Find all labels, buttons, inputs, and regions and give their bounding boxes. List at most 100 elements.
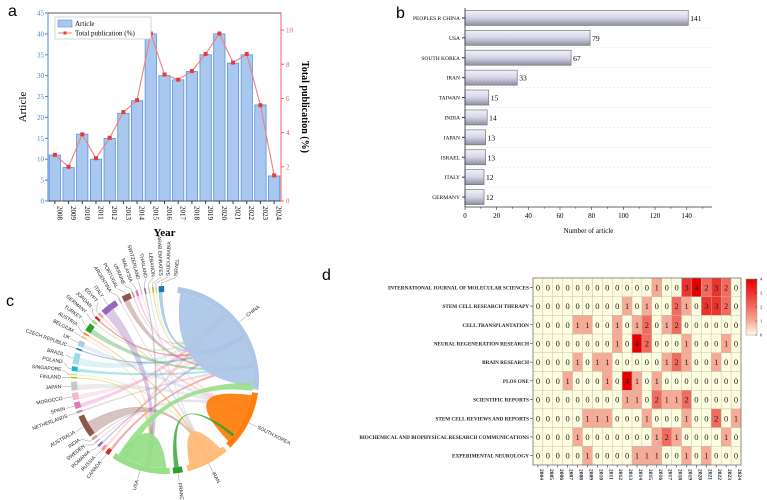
heatmap-cell-value: 1 [655,451,659,461]
chord-arc [139,288,143,296]
heatmap-cell-value: 0 [536,338,540,348]
country-node-label: LEBANON [147,253,156,278]
heatmap-cell-value: 2 [645,320,649,330]
chord-arc [71,381,78,391]
heatmap-cell-value: 0 [724,320,728,330]
country-bar [464,129,486,146]
country-node-label: SPAIN [50,406,66,416]
heatmap-cell-value: 0 [704,395,708,405]
x-tick-label: 2024 [275,206,283,221]
chord-arc [101,300,119,316]
heatmap-cell-value: 0 [605,320,609,330]
heatmap-cell-value: 2 [724,282,728,292]
heatmap-cell-value: 0 [585,432,589,442]
heatmap-cell-value: 1 [615,320,619,330]
legend-marker-swatch [63,31,67,35]
heatmap-cell-value: 0 [694,376,698,386]
chord-arc [105,447,113,456]
heatmap-cell-value: 0 [655,413,659,423]
chord-label-leader [62,369,72,375]
chord-ribbon-iran [187,431,221,465]
article-bar [158,75,171,202]
heatmap-cell-value: 0 [575,338,579,348]
heatmap-cell-value: 1 [665,357,669,367]
x-tick-label: 80 [588,212,596,220]
heatmap-cell-value: 0 [566,432,570,442]
heatmap-cell-value: 2 [655,395,659,405]
heatmap-cell-value: 0 [734,451,738,461]
heatmap-cell-value: 1 [724,338,728,348]
chord-arc [172,466,183,474]
bar-value-label: 15 [491,94,499,103]
heatmap-cell-value: 0 [734,357,738,367]
chord-arc [186,446,227,472]
heatmap-cell-value: 0 [585,376,589,386]
journal-label: CELL TRANSPLANTATION [463,323,530,329]
year-label: 2017 [667,469,673,480]
chord-arc [155,286,158,293]
heatmap-cell-value: 0 [625,282,629,292]
colorbar-tick-label: 4 [760,277,763,282]
heatmap-cell-value: 0 [625,451,629,461]
total-publication-marker [162,72,167,77]
total-publication-marker [80,132,85,137]
year-label: 2008 [578,469,584,480]
heatmap-cell-value: 1 [674,432,678,442]
heatmap-cell-value: 0 [665,376,669,386]
country-node-label: BRAZIL [46,348,65,358]
y-tick-label: 20 [37,114,45,122]
y2-tick-label: 8 [286,61,290,69]
heatmap-cell-value: 0 [635,413,639,423]
heatmap-cell-value: 1 [625,395,629,405]
country-label: TAIWAN [439,96,460,102]
heatmap-cell-value: 0 [625,320,629,330]
x-tick-label: 2012 [110,206,118,221]
chord-arc [73,401,82,410]
heatmap-cell-value: 0 [704,338,708,348]
chord-arc [76,347,83,352]
year-label: 2013 [627,469,633,480]
heatmap-cell-value: 0 [566,395,570,405]
chord-arc [177,286,259,390]
heatmap-cell-value: 1 [575,432,579,442]
heatmap-cell-value: 0 [546,395,550,405]
heatmap-cell-value: 0 [575,413,579,423]
year-label: 2004 [538,469,544,480]
x-tick-label: 60 [557,212,565,220]
y2-tick-label: 2 [286,163,290,171]
x-tick-label: 2011 [96,206,104,220]
chord-label-leader [62,385,72,387]
heatmap-cell-value: 0 [615,301,619,311]
country-node-label: SINGAPORE [32,364,63,373]
article-bar [254,104,267,202]
total-publication-marker [217,31,222,36]
heatmap-cell-value: 0 [724,413,728,423]
y2-tick-label: 6 [286,95,290,103]
heatmap-cell-value: 0 [536,395,540,405]
heatmap-cell-value: 2 [645,338,649,348]
total-publication-marker [203,52,208,57]
heatmap-cell-value: 4 [635,338,640,348]
heatmap-cell-value: 1 [684,413,688,423]
year-label: 2014 [637,469,643,480]
heatmap-cell-value: 1 [585,413,589,423]
y2-tick-label: 0 [286,198,290,206]
heatmap-cell-value: 0 [546,376,550,386]
chord-arc [151,286,155,293]
chord-arc [226,392,259,448]
heatmap-cell-value: 1 [684,357,688,367]
x-tick-label: 20 [493,212,501,220]
heatmap-cell-value: 0 [665,451,669,461]
country-node-label: MOROCCO [36,396,63,407]
heatmap-cell-value: 0 [734,320,738,330]
chord-ribbon-china [178,293,254,387]
heatmap-cell-value: 0 [605,395,609,405]
heatmap-cell-value: 0 [734,301,738,311]
heatmap-cell-value: 0 [605,301,609,311]
heatmap-cell-value: 0 [704,320,708,330]
heatmap-cell-value: 0 [585,395,589,405]
heatmap-cell-value: 0 [556,282,560,292]
heatmap-cell-value: 2 [674,301,678,311]
heatmap-cell-value: 0 [655,338,659,348]
